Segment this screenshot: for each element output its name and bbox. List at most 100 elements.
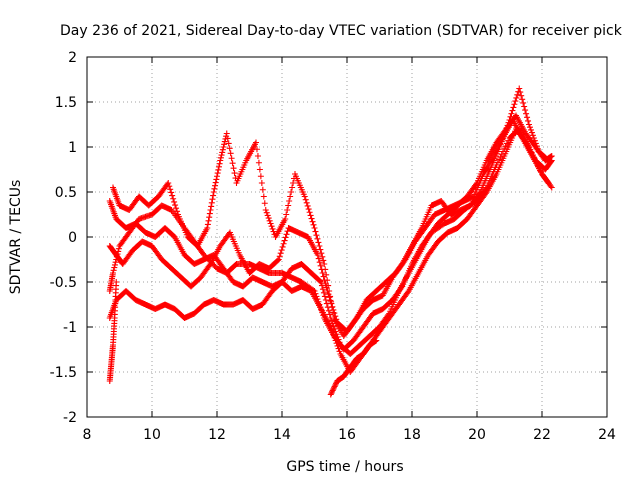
data-point: [508, 110, 515, 117]
data-point: [230, 165, 237, 172]
data-point: [326, 288, 333, 294]
data-point: [497, 153, 504, 160]
data-point: [330, 332, 337, 339]
x-tick-label: 18: [403, 427, 421, 443]
data-point: [257, 173, 264, 180]
data-point: [548, 153, 555, 159]
data-point: [548, 184, 555, 191]
data-point: [328, 298, 335, 305]
data-point: [398, 262, 405, 269]
data-point: [324, 277, 331, 284]
data-point: [310, 221, 317, 228]
data-point: [219, 146, 226, 153]
data-point: [511, 101, 518, 108]
x-tick-label: 16: [338, 427, 356, 443]
data-point: [263, 209, 270, 216]
x-tick-label: 22: [533, 427, 551, 443]
data-point: [327, 293, 334, 300]
data-point: [527, 126, 534, 133]
data-point: [282, 234, 289, 241]
data-point: [215, 163, 222, 170]
data-point: [333, 331, 340, 338]
data-point: [319, 253, 326, 260]
data-point: [221, 138, 228, 145]
data-point: [334, 333, 341, 340]
data-point: [316, 243, 323, 249]
data-point: [332, 382, 339, 389]
x-tick-label: 10: [143, 427, 161, 443]
data-point: [228, 155, 235, 162]
data-point: [517, 89, 524, 96]
data-point: [206, 214, 213, 221]
x-axis-title: GPS time / hours: [286, 459, 403, 475]
y-tick-label: -2: [63, 410, 77, 426]
data-point: [216, 160, 223, 167]
data-point: [221, 141, 228, 148]
data-point: [499, 135, 506, 142]
data-point: [312, 228, 319, 235]
data-point: [514, 91, 521, 98]
data-point: [284, 207, 291, 213]
data-point: [513, 94, 520, 101]
y-tick-label: 1: [68, 140, 77, 156]
data-point: [313, 232, 320, 239]
data-point: [317, 262, 324, 269]
data-point: [308, 215, 315, 222]
data-point: [172, 202, 179, 209]
data-point: [497, 141, 504, 148]
data-point: [110, 267, 117, 274]
y-tick-label: -0.5: [50, 275, 77, 291]
data-point: [309, 218, 316, 225]
data-point: [281, 237, 288, 244]
data-point: [316, 259, 323, 266]
data-point: [212, 182, 219, 189]
data-point: [259, 186, 266, 193]
data-point: [328, 326, 335, 333]
data-point: [204, 225, 211, 231]
data-point: [204, 221, 211, 228]
data-point: [318, 279, 324, 285]
data-point: [211, 185, 218, 192]
data-point: [314, 252, 321, 258]
data-point: [325, 307, 332, 314]
data-point: [301, 193, 308, 200]
data-point: [205, 217, 212, 224]
y-tick-label: 1.5: [55, 95, 77, 111]
data-point: [516, 85, 523, 92]
data-point: [282, 216, 289, 222]
data-point: [532, 140, 539, 147]
data-point: [210, 189, 217, 195]
data-point: [212, 179, 219, 186]
data-point: [229, 160, 236, 167]
data-point: [168, 189, 175, 196]
data-point: [266, 217, 273, 224]
data-point: [213, 176, 220, 183]
data-point: [166, 183, 173, 190]
data-point: [315, 239, 322, 246]
data-point: [547, 183, 554, 190]
y-tick-label: 0: [68, 230, 77, 246]
data-point: [332, 380, 339, 387]
data-point: [302, 196, 309, 203]
data-point: [267, 220, 274, 227]
data-point: [502, 143, 509, 150]
data-point: [500, 133, 507, 140]
data-point: [525, 117, 532, 124]
data-point: [167, 186, 174, 193]
data-point: [544, 179, 551, 186]
data-point: [503, 125, 510, 132]
data-point: [534, 145, 541, 152]
data-point: [332, 328, 339, 335]
data-point: [323, 271, 330, 278]
data-point: [323, 300, 330, 307]
axis-ticks: 8 10 12 14 16 18 20 22 24 -2 -1.5 -1 -0.5 0 0.5 1 1.5 2: [50, 50, 616, 443]
data-point: [496, 144, 503, 150]
data-point: [507, 113, 514, 120]
data-point: [110, 270, 116, 276]
data-point: [170, 195, 177, 202]
data-point: [224, 135, 231, 142]
data-point: [231, 170, 238, 177]
data-point: [498, 138, 505, 145]
data-point: [321, 293, 328, 300]
